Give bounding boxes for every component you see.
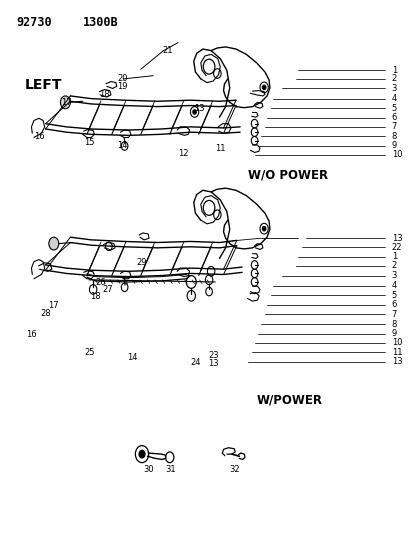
Text: 2: 2: [391, 75, 396, 83]
Circle shape: [192, 110, 196, 114]
Text: 29: 29: [136, 258, 147, 266]
Text: 22: 22: [391, 243, 401, 252]
Text: 17: 17: [47, 301, 58, 310]
Text: 14: 14: [127, 353, 138, 361]
Text: 9: 9: [391, 141, 396, 150]
Text: 11: 11: [215, 144, 225, 152]
Text: 15: 15: [84, 138, 94, 147]
Text: 16: 16: [26, 330, 36, 339]
Circle shape: [262, 85, 265, 90]
Text: 13: 13: [208, 359, 218, 368]
Text: LEFT: LEFT: [25, 78, 62, 92]
Text: 28: 28: [40, 309, 51, 318]
Text: 24: 24: [190, 358, 200, 367]
Text: 8: 8: [391, 132, 396, 141]
Text: 11: 11: [391, 348, 401, 357]
Text: 23: 23: [208, 351, 218, 360]
Circle shape: [60, 96, 70, 109]
Text: 5: 5: [391, 104, 396, 112]
Text: 6: 6: [391, 301, 396, 309]
Text: 19: 19: [117, 82, 127, 91]
Text: W/O POWER: W/O POWER: [248, 168, 328, 181]
Text: 21: 21: [162, 46, 172, 54]
Text: 17: 17: [61, 99, 72, 107]
Text: 30: 30: [142, 465, 153, 474]
Text: 5: 5: [391, 291, 396, 300]
Text: 4: 4: [391, 94, 396, 103]
Text: 7: 7: [391, 123, 396, 131]
Text: 27: 27: [102, 286, 113, 294]
Text: 13: 13: [391, 234, 401, 243]
Text: 1: 1: [391, 66, 396, 75]
Text: 20: 20: [117, 74, 127, 83]
Text: 1: 1: [391, 253, 396, 261]
Text: 9: 9: [391, 329, 396, 338]
Text: 25: 25: [84, 349, 94, 357]
Text: 6: 6: [391, 114, 396, 122]
Text: 2: 2: [391, 262, 396, 270]
Text: 4: 4: [391, 281, 396, 290]
Text: 7: 7: [391, 310, 396, 319]
Circle shape: [262, 227, 265, 231]
Text: 18: 18: [99, 91, 110, 99]
Text: 26: 26: [95, 278, 106, 287]
Text: 10: 10: [391, 150, 401, 159]
Text: 32: 32: [229, 465, 240, 474]
Circle shape: [49, 237, 59, 250]
Text: 3: 3: [391, 84, 396, 93]
Text: 14: 14: [117, 141, 127, 150]
Text: 16: 16: [34, 133, 45, 141]
Text: 1300B: 1300B: [83, 16, 118, 29]
Text: 92730: 92730: [17, 16, 52, 29]
Text: 31: 31: [165, 465, 176, 474]
Text: 8: 8: [391, 320, 396, 328]
Text: 3: 3: [391, 271, 396, 280]
Circle shape: [139, 450, 145, 458]
Text: 13: 13: [391, 358, 401, 366]
Text: 18: 18: [90, 293, 101, 301]
Text: 12: 12: [178, 149, 188, 158]
Text: 13: 13: [193, 104, 204, 112]
Text: 10: 10: [391, 338, 401, 347]
Text: W/POWER: W/POWER: [256, 393, 322, 406]
